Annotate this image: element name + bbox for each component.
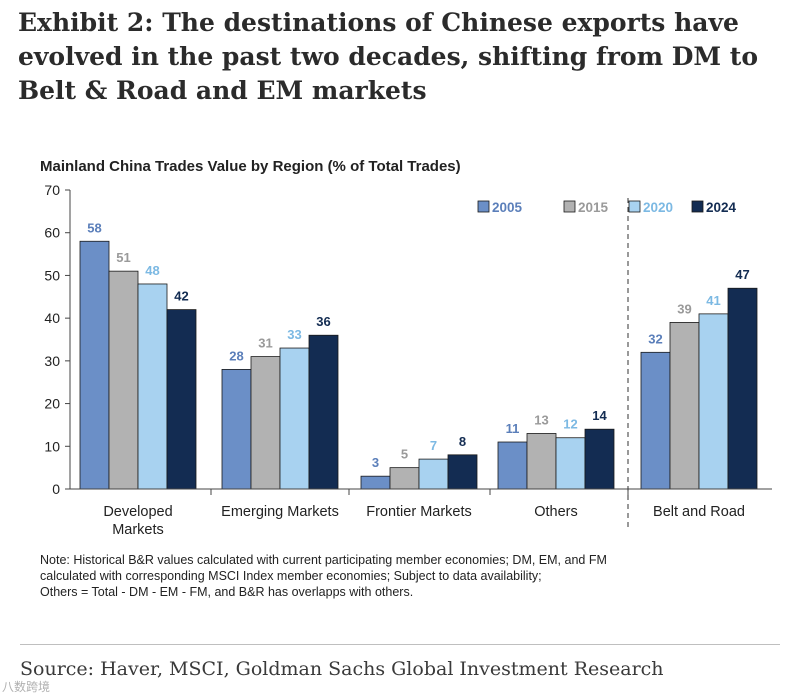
data-label: 28 [229,348,243,363]
data-label: 12 [563,417,577,432]
bar [360,475,391,490]
data-label: 39 [677,301,691,316]
x-tick-label: Emerging Markets [221,504,339,520]
legend-swatch [477,200,490,213]
bar [584,428,615,490]
x-tick-label: Belt and Road [653,504,745,520]
chart-legend: 2005 2015 2020 2024 [477,200,737,215]
source-line: Source: Haver, MSCI, Goldman Sachs Globa… [20,658,664,680]
bar [166,309,197,490]
data-label: 14 [592,408,607,423]
data-label: 32 [648,331,662,346]
x-axis: Developed Markets Emerging Markets Frontier… [70,198,772,538]
y-tick-label: 50 [44,267,60,283]
bar [555,437,586,490]
bar [221,368,252,490]
legend-swatch [691,200,704,213]
data-label: 36 [316,314,330,329]
legend-label: 2024 [706,200,737,215]
data-label: 51 [116,250,130,265]
chart-title: Mainland China Trades Value by Region (%… [40,158,461,175]
y-tick-label: 0 [52,481,60,497]
bar-series [79,240,758,490]
data-label: 33 [287,327,301,342]
y-tick-label: 60 [44,225,60,241]
watermark: 八数跨境 [2,680,51,694]
bar [137,283,168,490]
bar [727,287,758,490]
bar [669,322,700,490]
data-label: 3 [372,455,379,470]
legend-label: 2015 [578,200,609,215]
bar [108,270,139,490]
data-label: 8 [459,434,466,449]
data-label: 48 [145,263,159,278]
x-tick-label: Developed Markets [103,504,172,538]
data-label: 47 [735,267,749,282]
bar [279,347,310,490]
y-tick-label: 40 [44,310,60,326]
data-label: 41 [706,293,720,308]
bar [698,313,729,490]
bar [250,356,281,490]
data-label: 5 [401,447,408,462]
legend-swatch [563,200,576,213]
note-line-3: Others = Total - DM - EM - FM, and B&R h… [40,585,414,599]
bar [79,240,110,490]
data-label: 7 [430,438,437,453]
data-label: 58 [87,220,101,235]
bar [308,334,339,490]
bar [418,458,449,490]
y-axis: 0 10 20 30 40 50 60 70 [44,182,71,497]
y-tick-label: 30 [44,353,60,369]
note-line-1: Note: Historical B&R values calculated w… [40,553,607,567]
note-line-2: calculated with corresponding MSCI Index… [40,569,542,583]
y-tick-label: 70 [44,182,60,198]
data-labels: 58 51 48 42 28 31 33 36 3 5 7 8 11 13 12 14 32 39 41 47 [87,220,749,470]
bar [389,467,420,490]
chart-notes: Note: Historical B&R values calculated w… [40,552,780,600]
bar [497,441,528,490]
legend-label: 2005 [492,200,523,215]
data-label: 42 [174,289,188,304]
data-label: 11 [506,421,520,436]
bar [640,351,671,490]
data-label: 31 [258,336,272,351]
exhibit-title: Exhibit 2: The destinations of Chinese e… [18,8,759,105]
source-divider [20,644,780,645]
legend-label: 2020 [643,200,673,215]
y-tick-label: 20 [44,396,60,412]
x-tick-label: Others [534,504,578,520]
data-label: 13 [534,412,548,427]
bar [447,454,478,490]
bar [526,433,557,490]
legend-swatch [628,200,641,213]
y-tick-label: 10 [44,438,60,454]
x-tick-label: Frontier Markets [366,504,472,520]
